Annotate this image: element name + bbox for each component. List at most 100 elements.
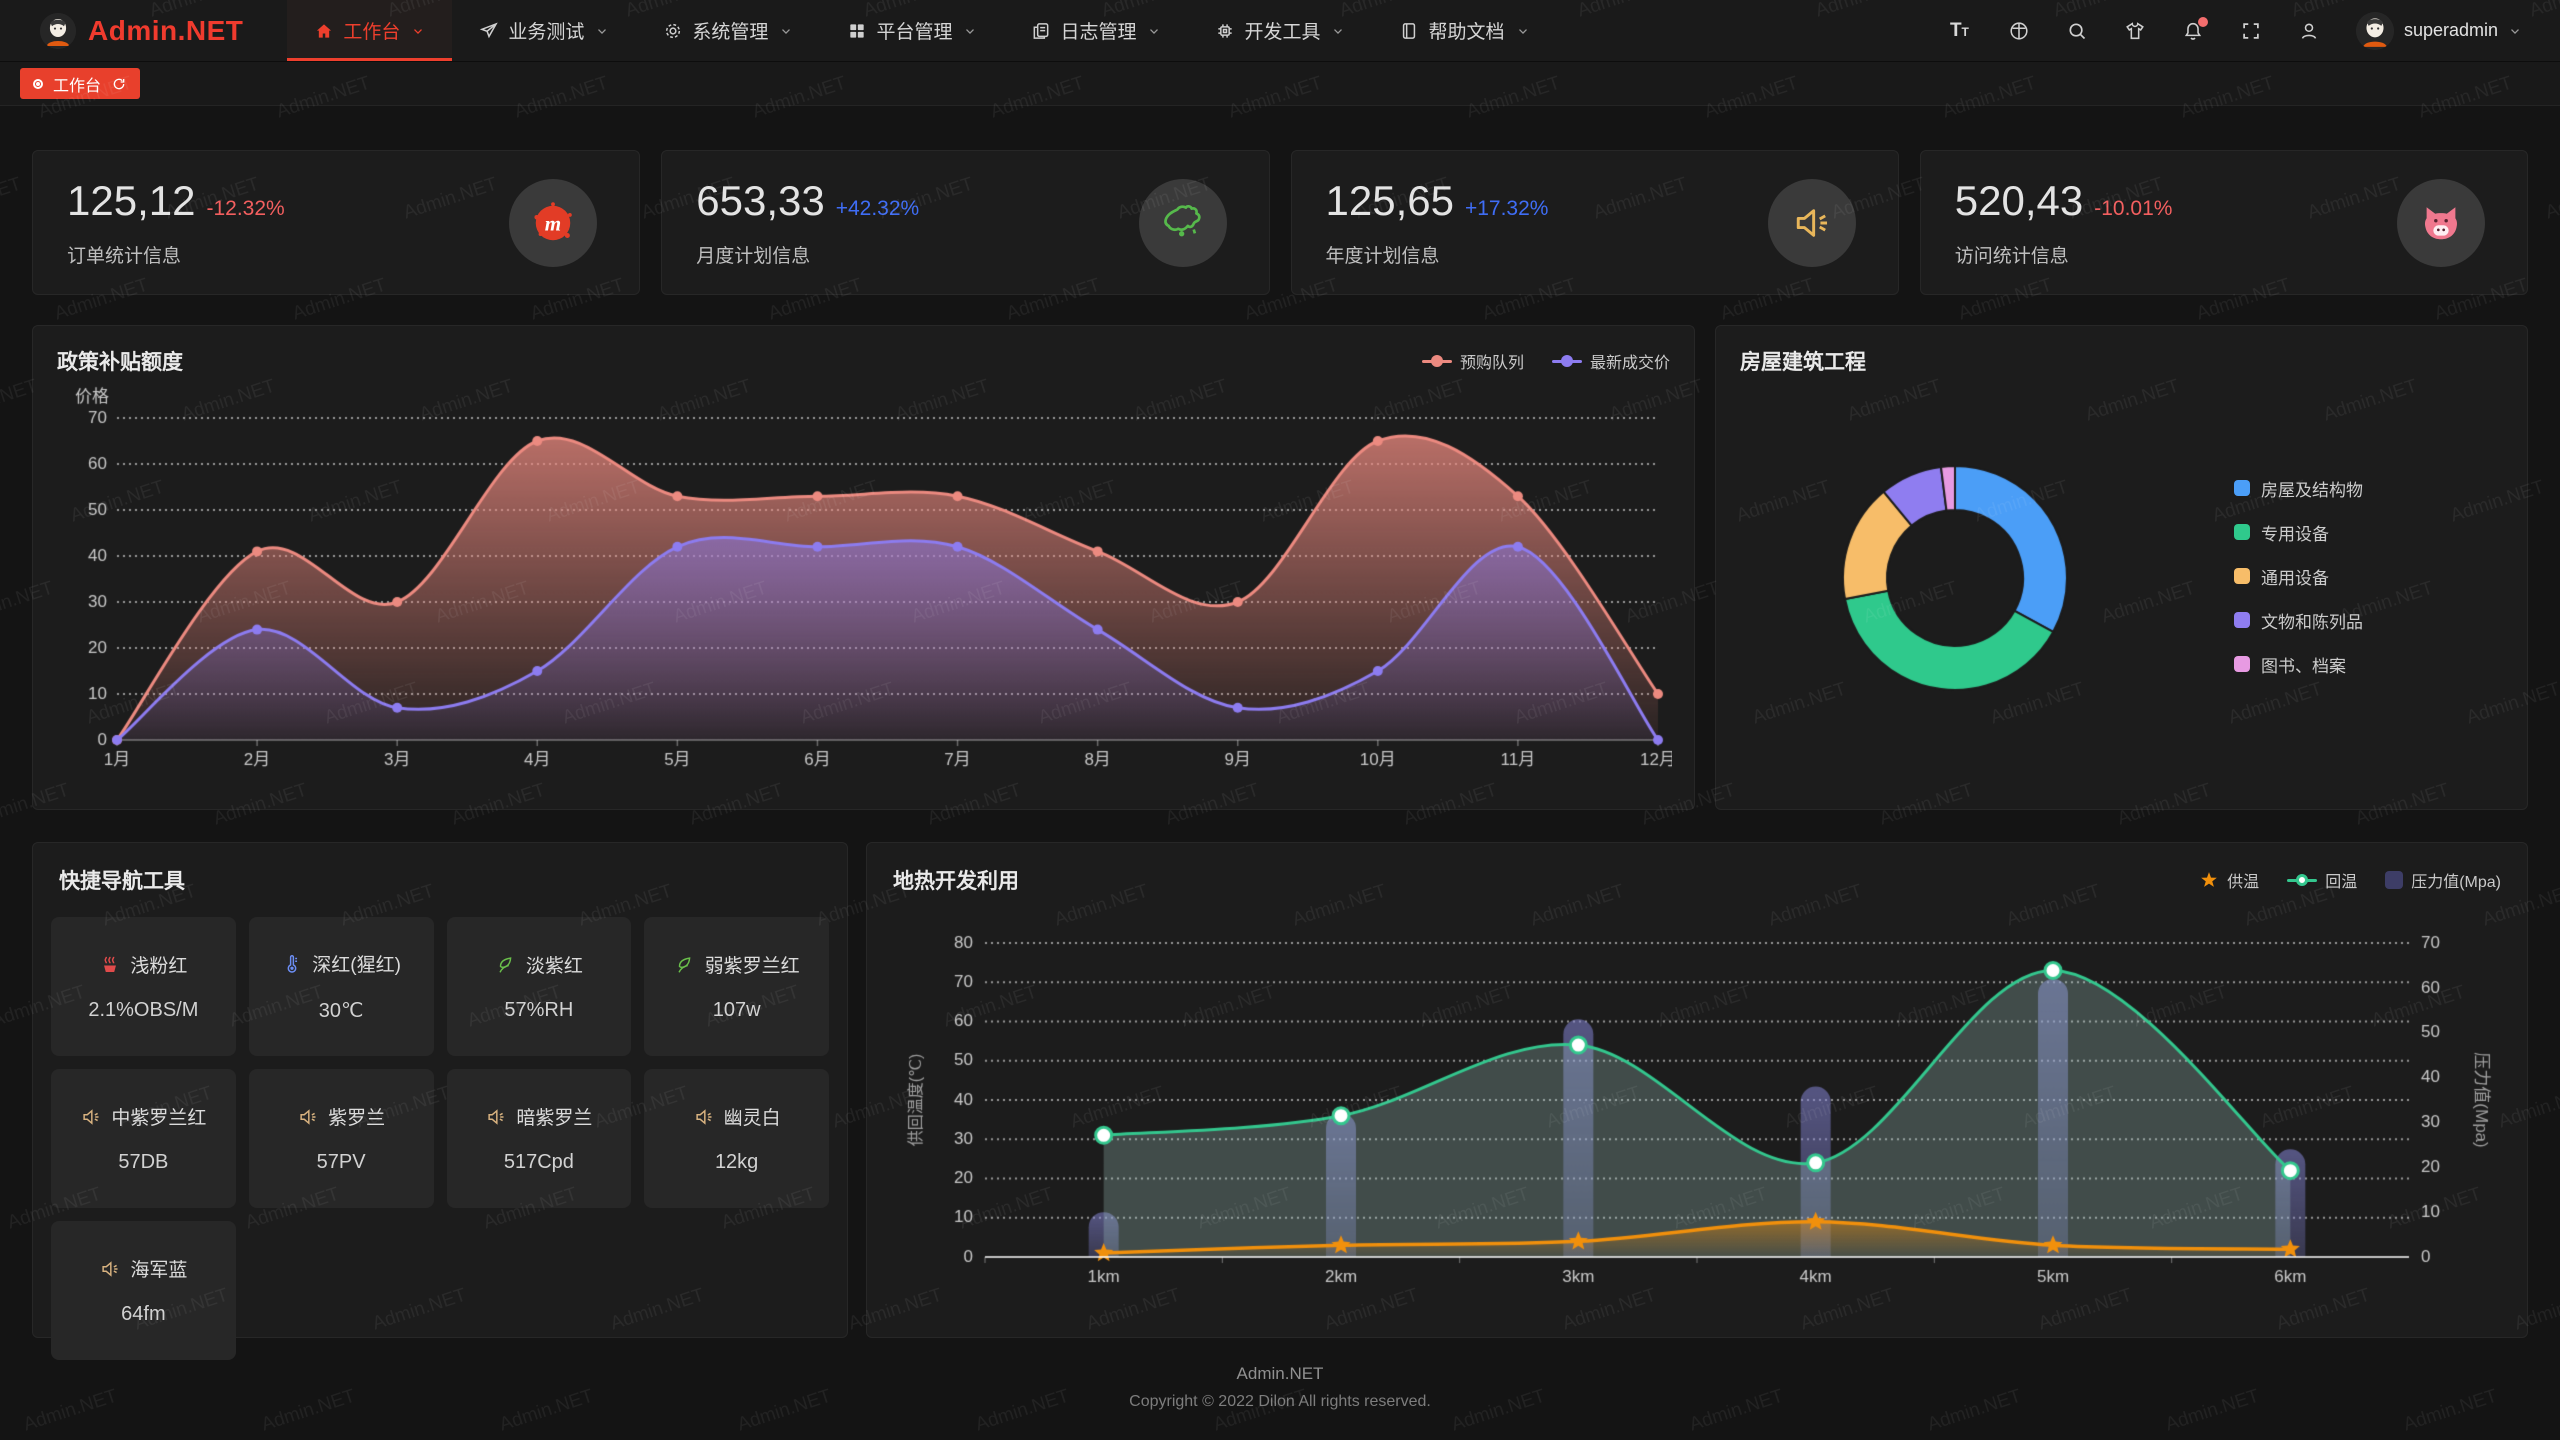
speaker-icon [80, 1106, 102, 1128]
speaker-icon [485, 1106, 507, 1128]
tab-label: 工作台 [53, 77, 102, 95]
stat-label: 年度计划信息 [1325, 246, 1440, 267]
speaker-icon [1767, 178, 1856, 267]
leaf-icon [495, 954, 517, 976]
nav-item-label: 开发工具 [1244, 22, 1321, 43]
legend-chip-icon [2234, 656, 2250, 672]
nav-item-help-docs[interactable]: 帮助文档 [1372, 0, 1556, 61]
line-dot-marker-icon [1551, 354, 1582, 368]
quick-nav-grid: 浅粉红 2.1%OBS/M 深红(猩红) 30℃ 淡紫红 57%RH 弱紫罗兰红… [51, 917, 829, 1360]
legend-item-latest-deal[interactable]: 最新成交价 [1551, 349, 1670, 373]
chevron-down-icon [411, 24, 425, 38]
profile-icon[interactable] [2298, 20, 2320, 42]
quick-tile[interactable]: 弱紫罗兰红 107w [644, 917, 829, 1056]
navbar-tools: TT superadmin [1950, 0, 2560, 61]
main-menu: 工作台 业务测试 系统管理 平台管理 日志管理 开发工具 [287, 0, 1556, 61]
tab-workbench[interactable]: 工作台 [20, 68, 141, 99]
legend-item-preorder[interactable]: 预购队列 [1421, 349, 1524, 373]
legend-item[interactable]: 通用设备 [2234, 564, 2363, 589]
log-icon [1031, 21, 1051, 41]
font-size-icon[interactable]: TT [1949, 19, 1969, 41]
panel-title: 地热开发利用 [893, 870, 1019, 893]
home-icon [314, 21, 334, 41]
fullscreen-icon[interactable] [2240, 20, 2262, 42]
nav-item-business-test[interactable]: 业务测试 [452, 0, 636, 61]
stat-value: 520,43 [1954, 177, 2084, 224]
chevron-down-icon [1331, 24, 1345, 38]
stat-value: 125,12 [67, 177, 196, 224]
legend-chip-icon [2234, 612, 2250, 628]
grid-icon [847, 21, 867, 41]
quick-tile[interactable]: 海军蓝 64fm [51, 1221, 236, 1360]
housing-legend: 房屋及结构物 专用设备 通用设备 文物和陈列品 图书、档案 [2234, 476, 2363, 677]
speaker-icon [693, 1106, 715, 1128]
nav-item-platform-mgmt[interactable]: 平台管理 [820, 0, 1004, 61]
nav-item-log-mgmt[interactable]: 日志管理 [1004, 0, 1188, 61]
stat-card-orders: 125,12 -12.32% 订单统计信息 m [32, 150, 641, 295]
geothermal-chart-canvas [893, 903, 2501, 1305]
nav-item-label: 工作台 [343, 22, 401, 43]
app-title: Admin.NET [88, 14, 244, 46]
legend-item[interactable]: 专用设备 [2234, 520, 2363, 545]
stat-cards-row: 125,12 -12.32% 订单统计信息 m 653,33 +42.32% 月… [32, 150, 2528, 295]
quick-tile[interactable]: 紫罗兰 57PV [248, 1069, 434, 1208]
user-avatar [2355, 11, 2394, 50]
panel-title: 快捷导航工具 [59, 870, 185, 893]
nav-item-dev-tools[interactable]: 开发工具 [1188, 0, 1372, 61]
stat-delta: +42.32% [835, 197, 920, 220]
legend-item[interactable]: 文物和陈列品 [2234, 608, 2363, 633]
language-icon[interactable] [2008, 20, 2030, 42]
quick-tile[interactable]: 暗紫罗兰 517Cpd [446, 1069, 632, 1208]
quick-nav-panel: 快捷导航工具 浅粉红 2.1%OBS/M 深红(猩红) 30℃ 淡紫红 57%R… [32, 842, 848, 1360]
user-name: superadmin [2403, 20, 2498, 40]
speaker-icon [297, 1106, 319, 1128]
geothermal-legend: 供温 回温 压力值(Mpa) [2199, 868, 2501, 892]
tag-view-bar: 工作台 [0, 62, 2560, 106]
bell-icon[interactable] [2182, 16, 2208, 42]
active-dot-icon [33, 78, 43, 89]
quick-tile[interactable]: 淡紫红 57%RH [446, 917, 632, 1056]
panel-title: 房屋建筑工程 [1740, 351, 1866, 374]
chevron-down-icon [779, 24, 793, 38]
top-navbar: Admin.NET 工作台 业务测试 系统管理 平台管理 日志管理 [0, 0, 2560, 62]
quick-tile[interactable]: 中紫罗兰红 57DB [51, 1069, 236, 1208]
nav-item-label: 日志管理 [1060, 22, 1137, 43]
search-icon[interactable] [2066, 20, 2088, 42]
legend-item-return-temp[interactable]: 回温 [2287, 868, 2357, 892]
send-icon [479, 21, 499, 41]
chevron-down-icon [963, 24, 977, 38]
app-logo[interactable]: Admin.NET [0, 0, 287, 61]
geothermal-chart-panel: 地热开发利用 供温 回温 压力值(M [866, 842, 2528, 1338]
theme-shirt-icon[interactable] [2124, 20, 2146, 42]
quick-tile[interactable]: 幽灵白 12kg [644, 1069, 829, 1208]
stat-value: 125,65 [1325, 177, 1454, 224]
chevron-down-icon [595, 24, 609, 38]
quick-tile[interactable]: 深红(猩红) 30℃ [248, 917, 434, 1056]
line-dot-marker-icon [2287, 873, 2318, 887]
nav-item-system-mgmt[interactable]: 系统管理 [636, 0, 820, 61]
nav-item-label: 业务测试 [508, 22, 585, 43]
book-icon [1399, 21, 1419, 41]
cat-icon [2397, 178, 2485, 267]
subsidy-chart-canvas [57, 384, 1672, 786]
star-marker-icon [2199, 870, 2219, 890]
legend-item-supply-temp[interactable]: 供温 [2199, 868, 2259, 892]
notification-badge [2197, 16, 2208, 27]
subsidy-legend: 预购队列 最新成交价 [1421, 349, 1670, 373]
nav-item-label: 系统管理 [692, 22, 769, 43]
heat-icon [99, 954, 121, 976]
legend-item-pressure[interactable]: 压力值(Mpa) [2385, 868, 2501, 892]
nav-item-workbench[interactable]: 工作台 [287, 0, 453, 61]
stat-delta: +17.32% [1464, 197, 1549, 220]
cpu-icon [1215, 21, 1235, 41]
refresh-icon[interactable] [111, 76, 127, 92]
chevron-down-icon [2508, 24, 2522, 38]
user-menu[interactable]: superadmin [2355, 11, 2522, 50]
legend-item[interactable]: 房屋及结构物 [2234, 476, 2363, 501]
panel-title: 政策补贴额度 [57, 351, 183, 374]
legend-chip-icon [2234, 524, 2250, 540]
stat-label: 订单统计信息 [67, 246, 182, 267]
stat-card-visits: 520,43 -10.01% 访问统计信息 [1919, 150, 2528, 295]
quick-tile[interactable]: 浅粉红 2.1%OBS/M [51, 917, 236, 1056]
legend-item[interactable]: 图书、档案 [2234, 652, 2363, 677]
